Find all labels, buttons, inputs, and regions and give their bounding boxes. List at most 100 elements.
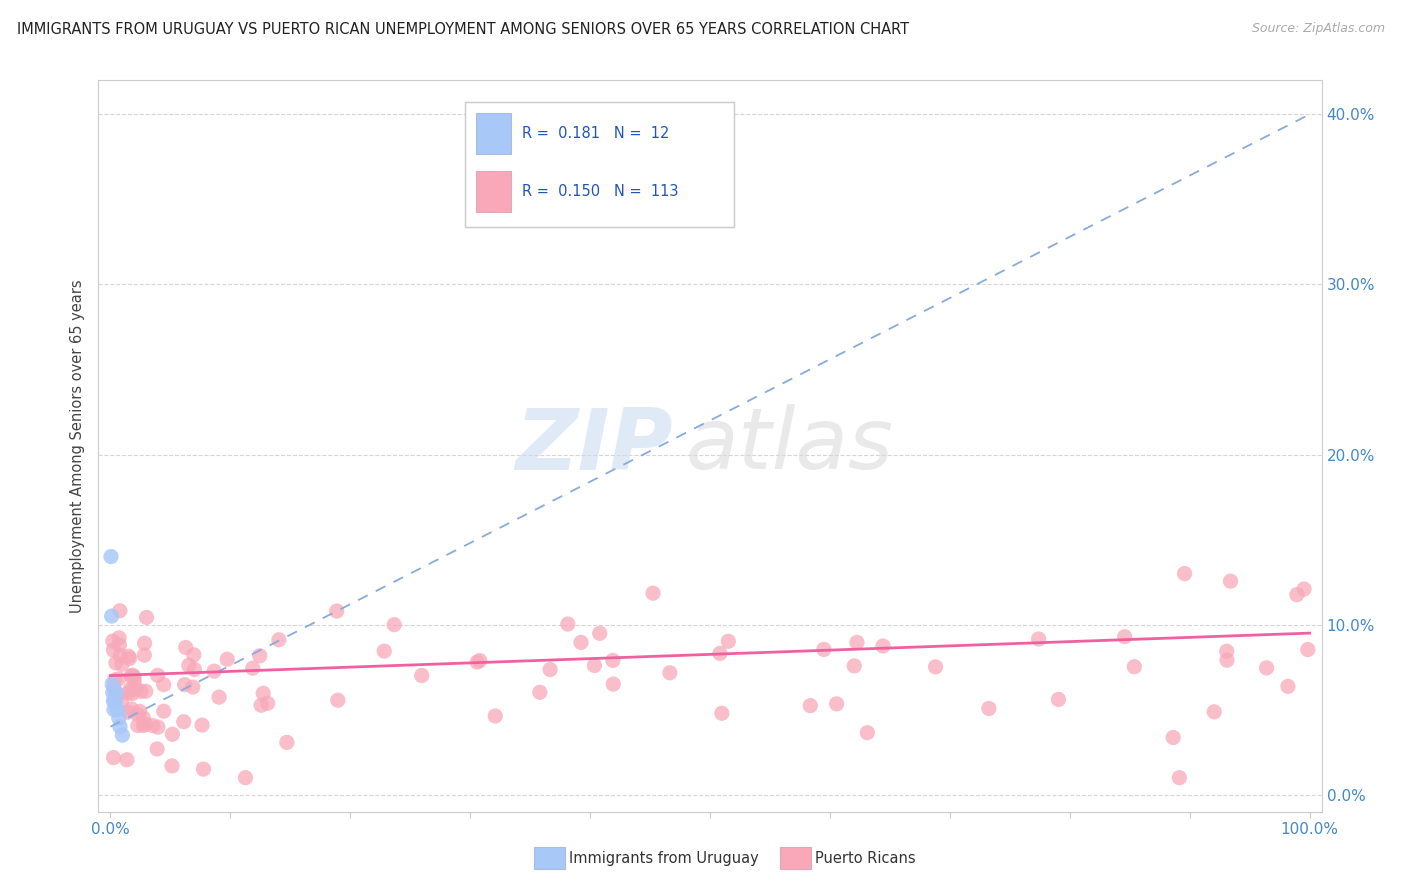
- Point: [183, 648, 205, 662]
- Point: [117, 686, 139, 700]
- Point: [977, 701, 1000, 715]
- Point: [103, 703, 125, 717]
- Point: [1296, 642, 1319, 657]
- Point: [658, 665, 681, 680]
- Point: [252, 686, 274, 700]
- Point: [105, 686, 128, 700]
- Point: [256, 696, 278, 710]
- Point: [1114, 630, 1136, 644]
- Point: [177, 658, 200, 673]
- Point: [173, 678, 195, 692]
- Text: Puerto Ricans: Puerto Ricans: [815, 851, 917, 865]
- Point: [135, 610, 157, 624]
- Point: [183, 662, 205, 676]
- Point: [104, 694, 127, 708]
- Point: [602, 653, 624, 667]
- Point: [117, 649, 139, 664]
- Point: [146, 668, 169, 682]
- Point: [121, 668, 143, 682]
- Point: [129, 684, 152, 698]
- Point: [583, 658, 606, 673]
- Point: [1292, 582, 1315, 596]
- Point: [174, 640, 197, 655]
- Point: [1216, 644, 1239, 658]
- Point: [160, 759, 183, 773]
- Point: [107, 672, 129, 686]
- Point: [120, 682, 142, 697]
- Point: [1285, 588, 1308, 602]
- Point: [103, 681, 125, 695]
- Point: [127, 718, 149, 732]
- Point: [120, 669, 142, 683]
- Point: [717, 634, 740, 648]
- Point: [484, 709, 506, 723]
- Point: [235, 771, 257, 785]
- Point: [799, 698, 821, 713]
- Point: [181, 680, 204, 694]
- Point: [107, 703, 129, 717]
- Point: [326, 604, 349, 618]
- Point: [872, 639, 894, 653]
- Point: [128, 704, 150, 718]
- Point: [108, 638, 131, 652]
- Point: [134, 636, 156, 650]
- Point: [146, 720, 169, 734]
- Point: [101, 677, 124, 691]
- Point: [1174, 566, 1197, 581]
- Point: [111, 657, 134, 672]
- Point: [100, 609, 122, 624]
- Point: [844, 658, 866, 673]
- Point: [146, 742, 169, 756]
- Point: [100, 549, 122, 564]
- Point: [1123, 659, 1146, 673]
- Point: [276, 735, 298, 749]
- Point: [117, 705, 139, 719]
- Point: [104, 656, 127, 670]
- Point: [110, 694, 132, 708]
- Point: [589, 626, 612, 640]
- Point: [122, 670, 145, 684]
- Point: [125, 681, 148, 696]
- Text: Immigrants from Uruguay: Immigrants from Uruguay: [569, 851, 759, 865]
- Point: [162, 727, 184, 741]
- Point: [110, 648, 132, 663]
- Point: [208, 690, 231, 705]
- Point: [103, 643, 125, 657]
- Point: [202, 664, 225, 678]
- Point: [142, 718, 165, 732]
- Point: [101, 686, 124, 700]
- Point: [326, 693, 349, 707]
- Point: [538, 663, 561, 677]
- Text: Source: ZipAtlas.com: Source: ZipAtlas.com: [1251, 22, 1385, 36]
- Point: [111, 728, 134, 742]
- Point: [121, 686, 143, 700]
- Point: [217, 652, 239, 666]
- Point: [569, 635, 592, 649]
- Point: [103, 673, 125, 687]
- Point: [121, 702, 143, 716]
- Point: [118, 651, 141, 665]
- Point: [1047, 692, 1070, 706]
- Point: [709, 646, 731, 660]
- Point: [135, 717, 157, 731]
- Point: [1161, 731, 1184, 745]
- Point: [557, 617, 579, 632]
- Point: [242, 661, 264, 675]
- Y-axis label: Unemployment Among Seniors over 65 years: Unemployment Among Seniors over 65 years: [70, 279, 86, 613]
- Point: [250, 698, 273, 713]
- Point: [105, 688, 128, 702]
- Point: [924, 660, 946, 674]
- Point: [134, 648, 156, 662]
- Text: ZIP: ZIP: [516, 404, 673, 488]
- Point: [152, 704, 174, 718]
- Point: [1219, 574, 1241, 589]
- Point: [191, 718, 214, 732]
- Point: [108, 604, 131, 618]
- Point: [122, 673, 145, 688]
- Point: [825, 697, 848, 711]
- Point: [411, 668, 433, 682]
- Point: [115, 753, 138, 767]
- Point: [103, 694, 125, 708]
- Point: [108, 711, 129, 725]
- Point: [1256, 661, 1278, 675]
